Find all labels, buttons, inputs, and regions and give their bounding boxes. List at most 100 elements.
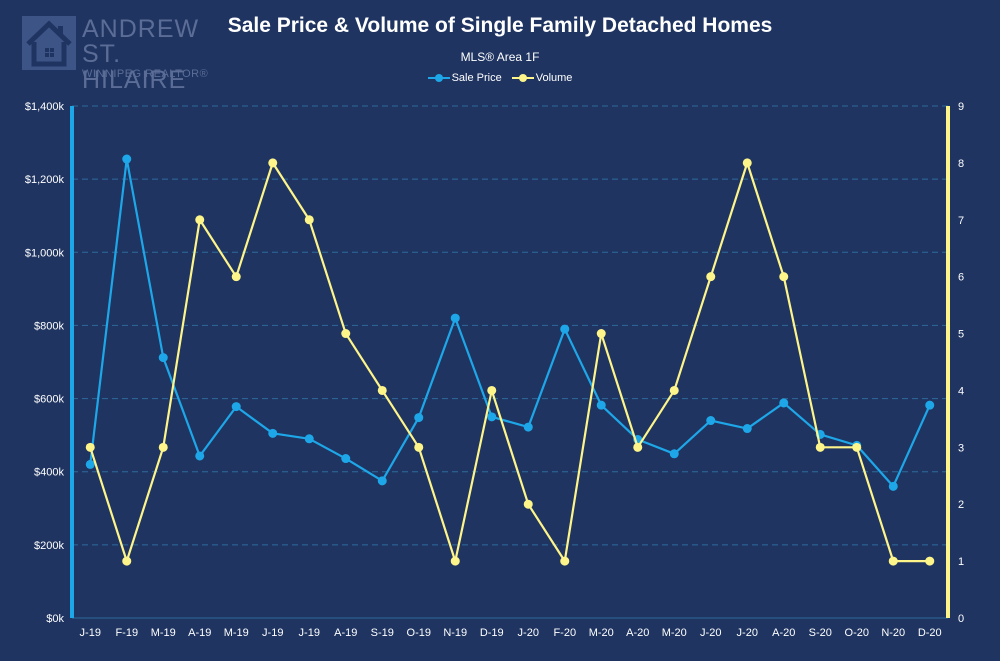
y-left-tick-label: $1,400k — [25, 101, 65, 113]
x-tick-label: M-20 — [662, 627, 687, 639]
y-right-tick-label: 8 — [958, 158, 964, 170]
data-point-sale-price — [341, 454, 351, 464]
data-point-sale-price — [888, 481, 898, 491]
data-point-sale-price — [560, 324, 570, 334]
logo: ANDREW ST. HILAIRE WINNIPEG REALTOR® — [20, 14, 230, 93]
data-point-volume — [195, 215, 205, 225]
x-tick-label: J-19 — [299, 627, 320, 639]
data-point-sale-price — [706, 416, 716, 426]
data-point-volume — [523, 499, 533, 509]
chart-subtitle: MLS® Area 1F — [460, 50, 540, 64]
legend-item-sale-price[interactable]: Sale Price — [427, 72, 502, 84]
data-point-volume — [779, 272, 789, 282]
data-point-volume — [888, 556, 898, 566]
x-tick-label: N-20 — [881, 627, 905, 639]
y-right-tick-label: 6 — [958, 272, 964, 284]
logo-name-first: ANDREW — [82, 15, 200, 43]
x-tick-label: N-19 — [443, 627, 467, 639]
data-point-sale-price — [487, 412, 497, 422]
data-point-volume — [377, 385, 387, 395]
data-point-sale-price — [122, 154, 132, 164]
data-point-volume — [596, 329, 606, 339]
x-tick-label: F-20 — [553, 627, 576, 639]
y-right-tick-label: 3 — [958, 442, 964, 454]
y-right-tick-label: 1 — [958, 556, 964, 568]
y-left-tick-label: $200k — [34, 540, 64, 552]
legend-label-sale-price: Sale Price — [451, 72, 502, 84]
data-point-volume — [925, 556, 935, 566]
x-tick-label: J-20 — [737, 627, 758, 639]
x-tick-label: J-20 — [518, 627, 539, 639]
data-point-sale-price — [450, 313, 460, 323]
data-point-sale-price — [742, 424, 752, 434]
chart-legend: Sale Price Volume — [0, 72, 1000, 84]
y-right-tick-label: 2 — [958, 499, 964, 511]
data-point-sale-price — [523, 422, 533, 432]
x-tick-label: J-19 — [80, 627, 101, 639]
x-tick-label: O-19 — [407, 627, 431, 639]
data-point-sale-price — [304, 434, 314, 444]
x-tick-label: D-20 — [918, 627, 942, 639]
y-right-tick-label: 4 — [958, 385, 964, 397]
x-tick-label: F-19 — [115, 627, 138, 639]
data-point-sale-price — [231, 402, 241, 412]
data-point-sale-price — [377, 476, 387, 486]
x-tick-label: J-20 — [700, 627, 721, 639]
y-right-tick-label: 9 — [958, 101, 964, 113]
legend-swatch-sale-price — [427, 74, 450, 82]
data-point-sale-price — [195, 451, 205, 461]
legend-item-volume[interactable]: Volume — [511, 72, 573, 84]
data-point-sale-price — [158, 353, 168, 363]
data-point-sale-price — [779, 398, 789, 408]
data-point-sale-price — [669, 449, 679, 459]
data-point-volume — [85, 442, 95, 452]
x-tick-label: S-19 — [371, 627, 394, 639]
y-left-tick-label: $1,000k — [25, 247, 65, 259]
data-point-volume — [669, 385, 679, 395]
x-tick-label: M-19 — [151, 627, 176, 639]
legend-label-volume: Volume — [535, 72, 573, 84]
house-icon — [22, 16, 76, 70]
y-right-tick-label: 0 — [958, 613, 964, 625]
y-left-tick-label: $600k — [34, 394, 64, 406]
x-tick-label: S-20 — [809, 627, 832, 639]
data-point-volume — [158, 442, 168, 452]
y-right-tick-label: 7 — [958, 215, 964, 227]
data-point-sale-price — [268, 428, 278, 438]
data-point-volume — [231, 272, 241, 282]
series-line-sale-price — [89, 157, 931, 488]
x-tick-label: A-19 — [334, 627, 357, 639]
series-line-volume — [89, 161, 930, 563]
x-tick-label: D-19 — [480, 627, 504, 639]
y-left-tick-label: $1,200k — [25, 174, 65, 186]
chart-title: Sale Price & Volume of Single Family Det… — [227, 14, 773, 37]
data-point-sale-price — [85, 459, 95, 469]
x-tick-label: A-20 — [626, 627, 649, 639]
data-point-volume — [633, 442, 643, 452]
logo-tagline: WINNIPEG REALTOR® — [82, 68, 209, 80]
data-point-volume — [341, 329, 351, 339]
data-point-volume — [706, 272, 716, 282]
x-tick-label: A-20 — [772, 627, 795, 639]
data-point-volume — [852, 442, 862, 452]
data-point-volume — [450, 556, 460, 566]
x-tick-label: M-20 — [589, 627, 614, 639]
data-point-volume — [560, 556, 570, 566]
y-left-tick-label: $400k — [34, 467, 64, 479]
data-point-volume — [414, 442, 424, 452]
data-point-sale-price — [925, 400, 935, 410]
x-tick-label: M-19 — [224, 627, 249, 639]
data-point-sale-price — [596, 400, 606, 410]
data-point-volume — [122, 556, 132, 566]
data-point-volume — [268, 158, 278, 168]
y-left-tick-label: $800k — [34, 320, 64, 332]
y-right-tick-label: 5 — [958, 329, 964, 341]
y-left-tick-label: $0k — [46, 613, 64, 625]
data-point-volume — [815, 442, 825, 452]
legend-swatch-volume — [511, 74, 534, 82]
logo-name-last: ST. HILAIRE — [82, 40, 187, 94]
data-point-volume — [304, 215, 314, 225]
x-tick-label: J-19 — [262, 627, 283, 639]
data-point-volume — [487, 385, 497, 395]
x-tick-label: O-20 — [845, 627, 869, 639]
